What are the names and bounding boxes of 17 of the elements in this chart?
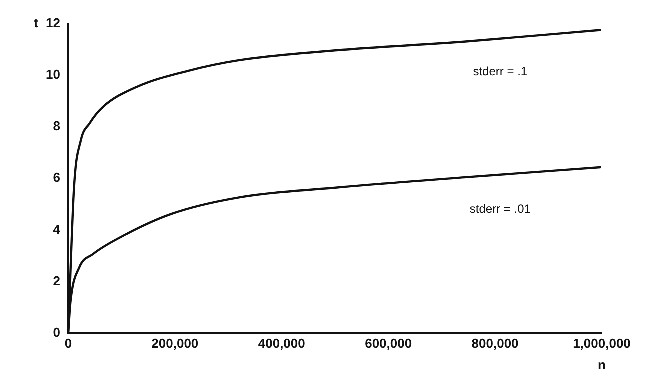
y-tick-label: 12 [46,15,60,30]
y-tick-label: 2 [53,273,60,288]
x-axis-title: n [598,357,606,372]
y-tick-label: 6 [53,170,60,186]
y-tick-label: 8 [53,118,60,134]
x-tick-label: 600,000 [365,336,412,351]
y-axis-title: t [34,15,40,30]
series-label: stderr = .1 [473,64,528,79]
x-tick-label: 400,000 [258,336,306,351]
y-tick-label: 4 [53,222,62,237]
x-tick-label: 1,000,000 [573,336,631,351]
y-tick-label: 10 [46,66,60,82]
x-tick-label: 200,000 [152,336,199,351]
x-tick-label: 0 [64,336,72,351]
y-tick-label: 0 [53,324,60,340]
x-tick-label: 800,000 [472,336,519,351]
text: stderr = .01 [470,202,532,216]
